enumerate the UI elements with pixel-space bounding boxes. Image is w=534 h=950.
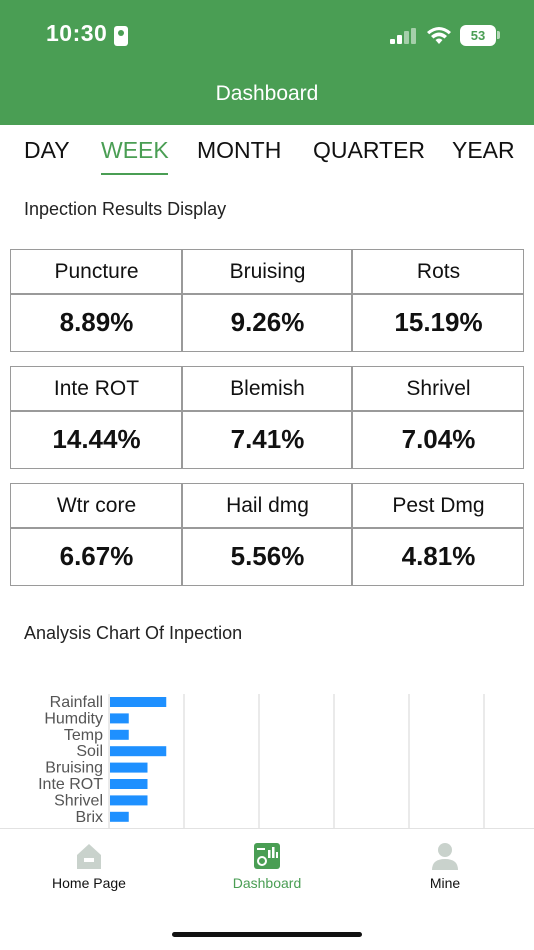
chart-bar (110, 811, 129, 822)
results-grid-row-1: Puncture 8.89% Bruising 9.26% Rots 15.19… (10, 249, 524, 352)
results-section-title: Inpection Results Display (24, 199, 227, 219)
analysis-chart: Rainfall Humdity Temp Soil Bruising Inte ROT S… (0, 688, 534, 828)
tab-week[interactable]: WEEK (101, 137, 169, 163)
chart-category-label: Soil (76, 743, 103, 760)
tab-quarter[interactable]: QUARTER (313, 137, 426, 163)
signal-icon (390, 28, 416, 44)
metric-value-pest-dmg: 4.81% (401, 541, 476, 571)
tabbar-home-label: Home Page (52, 875, 126, 891)
tabbar-home[interactable]: Home Page (0, 829, 178, 909)
results-grid-row-2: Inte ROT 14.44% Blemish 7.41% Shrivel 7.… (10, 366, 524, 469)
id-card-icon (114, 26, 128, 46)
metric-label-inte-rot: Inte ROT (53, 377, 140, 400)
grid-divider (181, 367, 183, 468)
tab-year[interactable]: YEAR (452, 137, 515, 163)
tabbar-mine[interactable]: Mine (356, 829, 534, 909)
grid-divider (181, 484, 183, 585)
results-grid-row-3: Wtr core 6.67% Hail dmg 5.56% Pest Dmg 4… (10, 483, 524, 586)
grid-divider (351, 484, 353, 585)
chart-bar (110, 713, 129, 724)
home-indicator (172, 932, 362, 937)
page-title: Dashboard (215, 82, 319, 105)
metric-label-shrivel: Shrivel (406, 377, 471, 400)
chart-bar (110, 697, 167, 707)
metric-label-blemish: Blemish (230, 377, 305, 400)
metric-value-bruising: 9.26% (230, 307, 305, 337)
metric-value-puncture: 8.89% (59, 307, 134, 337)
chart-category-label: Bruising (45, 760, 103, 777)
metric-label-pest-dmg: Pest Dmg (392, 494, 485, 517)
chart-category-label: Shrivel (54, 792, 103, 809)
chart-bar (110, 762, 148, 773)
metric-value-hail-dmg: 5.56% (230, 541, 305, 571)
grid-divider (11, 293, 523, 295)
status-time: 10:30 (46, 20, 108, 46)
chart-bar (110, 729, 129, 740)
metric-value-rots: 15.19% (394, 307, 483, 337)
grid-divider (351, 250, 353, 351)
tabbar-dashboard[interactable]: Dashboard (178, 829, 356, 909)
metric-value-wtr-core: 6.67% (59, 541, 134, 571)
metric-value-blemish: 7.41% (230, 424, 305, 454)
analysis-section-title: Analysis Chart Of Inpection (24, 623, 243, 643)
bottom-tab-bar: Home Page Dashboard Mine (0, 828, 534, 950)
period-tabs: DAY WEEK MONTH QUARTER YEAR (0, 125, 534, 180)
dashboard-icon (254, 843, 280, 869)
chart-bar (110, 795, 148, 806)
tab-month[interactable]: MONTH (197, 137, 282, 163)
metric-label-bruising: Bruising (229, 260, 306, 283)
app-header: 10:30 53 Dashboard (0, 0, 534, 125)
grid-divider (11, 410, 523, 412)
home-icon (77, 844, 101, 869)
active-tab-indicator (101, 173, 168, 175)
battery-tip (497, 31, 500, 39)
chart-category-label: Temp (64, 727, 103, 744)
metric-label-puncture: Puncture (54, 260, 139, 283)
chart-bar (110, 746, 167, 757)
tabbar-dashboard-label: Dashboard (232, 875, 302, 891)
user-icon (432, 843, 458, 870)
chart-category-label: Rainfall (50, 694, 103, 711)
metric-label-rots: Rots (416, 260, 461, 283)
wifi-icon (427, 27, 451, 44)
grid-divider (11, 527, 523, 529)
metric-value-shrivel: 7.04% (401, 424, 476, 454)
tabbar-mine-label: Mine (429, 875, 461, 891)
tab-day[interactable]: DAY (24, 137, 70, 163)
metric-label-wtr-core: Wtr core (56, 494, 137, 517)
metric-value-inte-rot: 14.44% (52, 424, 141, 454)
chart-category-label: Brix (75, 809, 103, 826)
chart-category-label: Inte ROT (38, 776, 103, 793)
chart-category-label: Humdity (44, 710, 103, 727)
grid-divider (351, 367, 353, 468)
battery-indicator: 53 (460, 25, 496, 46)
grid-divider (181, 250, 183, 351)
metric-label-hail-dmg: Hail dmg (226, 494, 309, 517)
chart-bar (110, 779, 148, 789)
